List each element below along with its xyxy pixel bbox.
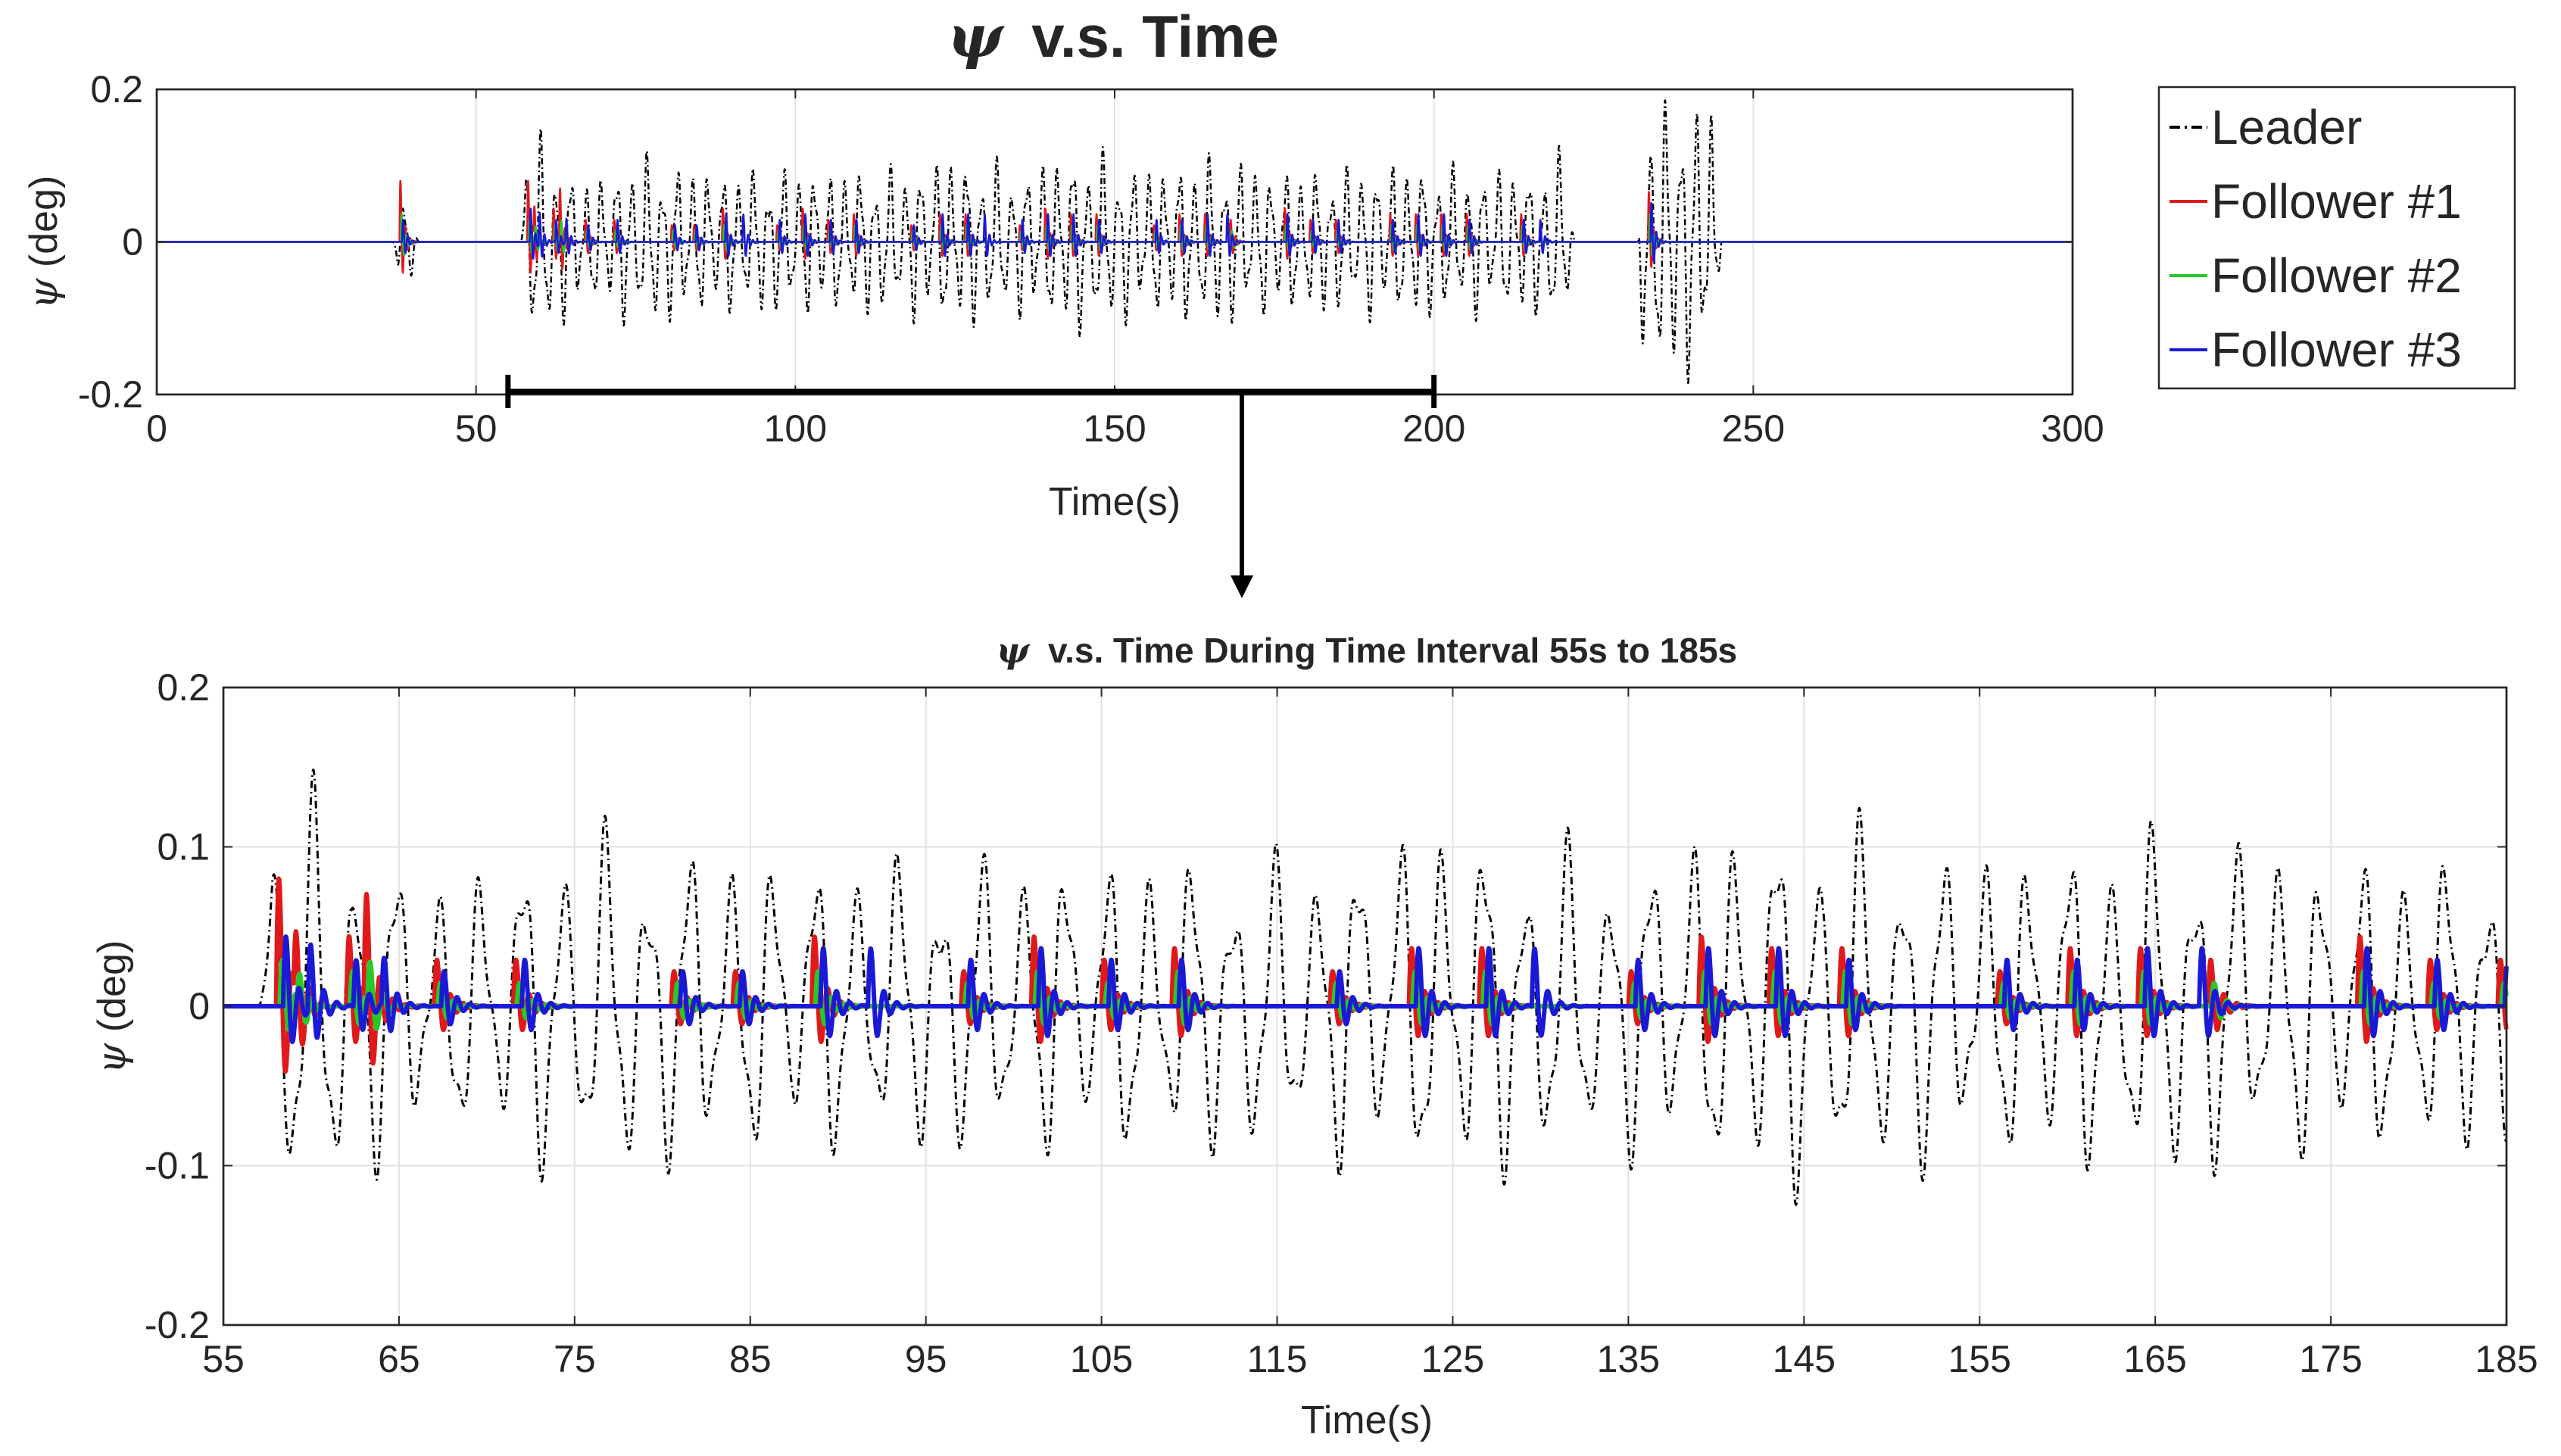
bottom-y-tick-label-3: -0.1 bbox=[145, 1145, 210, 1187]
bottom-plot-lines bbox=[221, 769, 2509, 1206]
bottom-chart: ψ v.s. Time During Time Interval 55s to … bbox=[89, 630, 2538, 1442]
top-x-ticks: 0 50 100 150 200 250 300 bbox=[146, 89, 2104, 450]
bottom-x-tick-label-13: 185 bbox=[2475, 1338, 2538, 1380]
legend-label-follower-2: Follower #2 bbox=[2211, 248, 2462, 303]
bottom-x-tick-label-1: 65 bbox=[378, 1338, 420, 1380]
arrow-head bbox=[1231, 575, 1253, 598]
top-x-tick-label-0: 0 bbox=[146, 407, 167, 450]
legend-box bbox=[2157, 86, 2516, 390]
top-x-tick-label-2: 100 bbox=[764, 407, 827, 450]
bottom-y-label-unit: (deg) bbox=[90, 940, 134, 1032]
bottom-line-leader bbox=[223, 769, 2507, 1206]
top-chart-title: ψ v.s. Time bbox=[947, 2, 1279, 71]
top-y-ticks: 0.2 0 -0.2 bbox=[78, 68, 2073, 416]
top-y-label-symbol: ψ bbox=[21, 277, 67, 309]
bottom-x-tick-label-0: 55 bbox=[202, 1338, 245, 1380]
legend-label-follower-3: Follower #3 bbox=[2211, 323, 2462, 377]
bottom-x-tick-label-7: 125 bbox=[1421, 1338, 1484, 1380]
bottom-x-tick-label-2: 75 bbox=[554, 1338, 596, 1380]
legend-entry-follower-1: Follower #1 bbox=[2170, 174, 2462, 229]
top-title-symbol: ψ bbox=[947, 2, 1005, 71]
svg-text:ψ (deg): ψ (deg) bbox=[21, 176, 67, 310]
top-line-leader bbox=[156, 99, 2073, 385]
legend-entry-leader: Leader bbox=[2170, 100, 2362, 154]
legend-label-leader: Leader bbox=[2211, 100, 2362, 154]
bottom-line-follower-3 bbox=[221, 934, 2509, 1044]
legend: Leader Follower #1 Follower #2 Follower … bbox=[2157, 86, 2516, 390]
top-chart: ψ v.s. Time 0 50 100 150 200 250 300 0.20-0.2 … bbox=[21, 2, 2516, 598]
top-title-text: v.s. Time bbox=[1031, 3, 1279, 70]
top-y-tick-label-0: 0.2 bbox=[90, 68, 143, 111]
bottom-title-symbol: ψ bbox=[997, 630, 1031, 671]
bottom-x-ticks: 55 65 75 85 95 105 115 125 135 145 155 165 175 185 bbox=[202, 687, 2538, 1380]
bottom-chart-title: ψ v.s. Time During Time Interval 55s to … bbox=[997, 630, 1737, 671]
top-y-tick-label-1: 0 bbox=[122, 221, 143, 263]
bottom-x-tick-label-10: 155 bbox=[1948, 1338, 2011, 1380]
top-y-label-unit: (deg) bbox=[22, 176, 66, 267]
bottom-x-tick-label-8: 135 bbox=[1597, 1338, 1660, 1380]
top-x-tick-label-1: 50 bbox=[455, 407, 498, 450]
bottom-x-tick-label-4: 95 bbox=[905, 1338, 947, 1380]
top-plot-lines bbox=[156, 99, 2073, 385]
bottom-x-tick-label-5: 105 bbox=[1070, 1338, 1133, 1380]
bottom-y-tick-label-2: 0 bbox=[189, 985, 210, 1027]
top-y-axis-label: ψ (deg) bbox=[21, 176, 67, 310]
top-line-follower-3 bbox=[156, 201, 2073, 263]
top-y-tick-label-2: -0.2 bbox=[78, 373, 143, 416]
bottom-y-label-symbol: ψ bbox=[89, 1042, 135, 1074]
bottom-x-tick-label-6: 115 bbox=[1247, 1338, 1308, 1380]
bottom-y-ticks: 0.2 0.1 0 -0.1 -0.2 bbox=[145, 666, 2506, 1346]
top-x-axis-label: Time(s) bbox=[1049, 480, 1181, 524]
legend-entry-follower-2: Follower #2 bbox=[2170, 248, 2462, 303]
legend-entry-follower-3: Follower #3 bbox=[2170, 323, 2462, 377]
bottom-x-tick-label-11: 165 bbox=[2123, 1338, 2186, 1380]
zoom-bracket bbox=[505, 375, 1437, 598]
bottom-title-text: v.s. Time During Time Interval 55s to 18… bbox=[1048, 631, 1737, 670]
top-x-tick-label-3: 150 bbox=[1083, 407, 1146, 450]
bottom-x-axis-label: Time(s) bbox=[1301, 1398, 1433, 1442]
svg-text:ψ (deg): ψ (deg) bbox=[89, 940, 135, 1074]
top-x-tick-label-6: 300 bbox=[2041, 407, 2104, 450]
bottom-y-tick-label-0: 0.2 bbox=[157, 666, 210, 709]
top-x-tick-label-5: 250 bbox=[1722, 407, 1785, 450]
top-x-tick-label-4: 200 bbox=[1402, 407, 1465, 450]
legend-label-follower-1: Follower #1 bbox=[2211, 174, 2462, 229]
bottom-x-tick-label-9: 145 bbox=[1773, 1338, 1836, 1380]
bottom-x-tick-label-3: 85 bbox=[729, 1338, 772, 1380]
bottom-x-tick-label-12: 175 bbox=[2299, 1338, 2362, 1380]
bottom-y-axis-label: ψ (deg) bbox=[89, 940, 135, 1074]
bottom-y-tick-label-4: -0.2 bbox=[145, 1304, 210, 1346]
bottom-y-tick-label-1: 0.1 bbox=[157, 826, 210, 868]
